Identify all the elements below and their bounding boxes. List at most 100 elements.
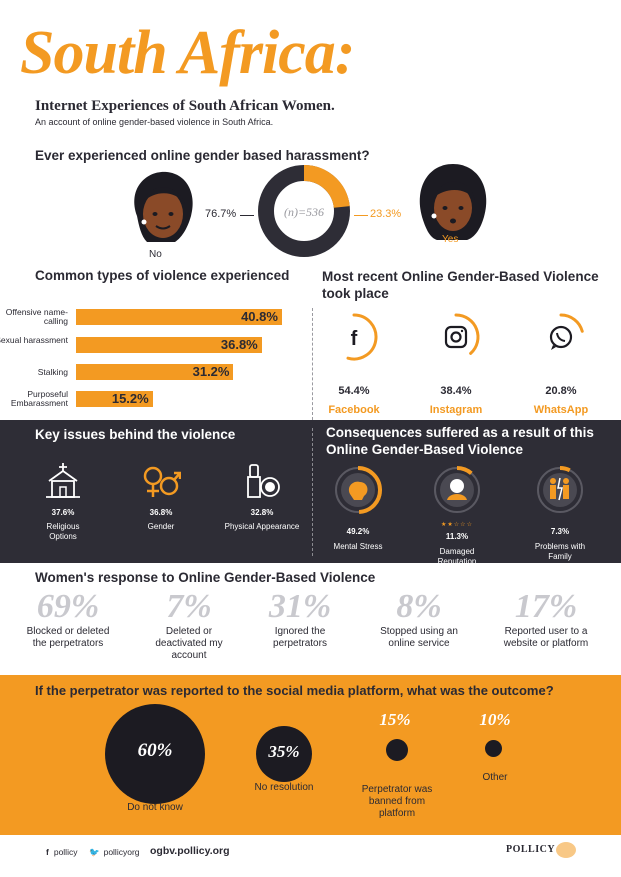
issue-pct: 37.6% bbox=[51, 508, 75, 517]
platform-instagram: 38.4% Instagram bbox=[416, 312, 496, 416]
woman-yes-icon bbox=[419, 164, 487, 240]
response-label: Blocked or deleted the perpetrators bbox=[26, 626, 110, 649]
twitter-icon: 🐦 bbox=[89, 847, 100, 857]
consequence-pct: 11.3% bbox=[445, 532, 469, 541]
consequence-label: Mental Stress bbox=[333, 542, 383, 551]
type-label: Offensive name-calling bbox=[5, 307, 68, 326]
issue-appearance: 32.8% Physical Appearance bbox=[222, 461, 302, 532]
section-divider bbox=[312, 428, 313, 556]
response-pct: 8% bbox=[396, 588, 442, 625]
response-pct: 31% bbox=[268, 588, 332, 625]
issue-label: Gender bbox=[147, 522, 175, 531]
consequence-pct: 7.3% bbox=[550, 527, 570, 536]
consequence-ring bbox=[434, 466, 480, 513]
outcome-heading: If the perpetrator was reported to the s… bbox=[35, 683, 554, 698]
whatsapp-icon bbox=[549, 325, 573, 350]
brain-icon bbox=[348, 481, 368, 500]
logo-accent-icon bbox=[556, 842, 576, 858]
makeup-icon bbox=[247, 464, 280, 498]
pollicy-logo-text: POLLICY bbox=[506, 844, 556, 855]
type-value: 31.2% bbox=[192, 364, 230, 379]
issues-heading: Key issues behind the violence bbox=[35, 427, 236, 442]
dark-band bbox=[0, 420, 621, 563]
issue-label: Physical Appearance bbox=[224, 522, 300, 531]
footer-twitter[interactable]: 🐦 pollicyorg bbox=[89, 847, 140, 858]
yes-leader-line bbox=[354, 215, 368, 216]
page-title: South Africa: bbox=[20, 19, 355, 87]
type-label: Sexual harassment bbox=[0, 335, 68, 345]
type-label: Stalking bbox=[37, 367, 68, 377]
issue-pct: 32.8% bbox=[250, 508, 274, 517]
response-item: 7% Deleted or deactivated my account bbox=[134, 588, 244, 662]
church-icon bbox=[46, 463, 80, 498]
no-pct: 76.7% bbox=[205, 208, 237, 220]
gender-icon bbox=[143, 466, 182, 497]
outcome-bubble bbox=[485, 740, 502, 757]
consequence-family: 7.3% Problems with Family bbox=[520, 462, 600, 562]
responses-heading: Women's response to Online Gender-Based … bbox=[35, 570, 376, 585]
outcome-label: Do not know bbox=[127, 802, 183, 813]
consequence-label: Damaged Reputation bbox=[437, 547, 477, 566]
issue-religion: 37.6% Religious Options bbox=[23, 461, 103, 542]
platform-arc: f bbox=[346, 313, 378, 361]
response-pct: 7% bbox=[166, 588, 212, 625]
types-heading: Common types of violence experienced bbox=[35, 268, 290, 283]
instagram-icon bbox=[444, 325, 468, 349]
platform-pct: 38.4% bbox=[440, 385, 472, 397]
outcome-bubble bbox=[256, 726, 312, 782]
harassment-donut-chart bbox=[258, 165, 350, 257]
platform-name: WhatsApp bbox=[533, 404, 589, 416]
response-label: Reported user to a website or platform bbox=[503, 626, 589, 649]
yes-pct: 23.3% bbox=[370, 208, 402, 220]
type-label: Purposeful Embarassment bbox=[10, 389, 68, 408]
facebook-icon: f bbox=[351, 328, 358, 350]
consequence-ring bbox=[537, 466, 583, 513]
footer-facebook-label: pollicy bbox=[53, 847, 78, 857]
outcome-pct: 35% bbox=[268, 742, 300, 761]
section-divider bbox=[312, 308, 313, 420]
type-value: 36.8% bbox=[220, 337, 258, 352]
no-leader-line bbox=[240, 215, 254, 216]
n-label: (n)=536 bbox=[283, 205, 325, 219]
consequence-label: Problems with Family bbox=[534, 542, 586, 561]
donut-yes-segment bbox=[303, 165, 350, 209]
issue-pct: 36.8% bbox=[149, 508, 173, 517]
footer-twitter-label: pollicyorg bbox=[103, 847, 140, 857]
type-bar: 40.8% bbox=[76, 309, 282, 325]
page-subtitle: Internet Experiences of South African Wo… bbox=[35, 98, 335, 114]
type-bar: 31.2% bbox=[76, 364, 234, 380]
consequence-mental: 49.2% Mental Stress bbox=[318, 462, 398, 551]
response-item: 8% Stopped using an online service bbox=[364, 588, 474, 650]
issue-gender: 36.8% Gender bbox=[121, 461, 201, 532]
platform-pct: 20.8% bbox=[545, 385, 577, 397]
response-pct: 69% bbox=[36, 588, 100, 625]
consequence-reputation: ★★☆☆☆ 11.3% Damaged Reputation bbox=[417, 462, 497, 567]
page-caption: An account of online gender-based violen… bbox=[35, 117, 274, 127]
harassment-question: Ever experienced online gender based har… bbox=[35, 148, 370, 163]
response-label: Stopped using an online service bbox=[380, 626, 458, 649]
outcome-pct: 10% bbox=[479, 710, 511, 729]
platforms-heading: Most recent Online Gender-Based Violence… bbox=[322, 269, 599, 301]
platform-name: Facebook bbox=[328, 404, 380, 416]
type-value: 15.2% bbox=[111, 391, 149, 406]
pollicy-logo: POLLICY bbox=[506, 844, 555, 855]
platform-pct: 54.4% bbox=[338, 385, 370, 397]
outcome-label: No resolution bbox=[254, 782, 314, 793]
facebook-icon: f bbox=[46, 847, 49, 857]
outcome-bubble bbox=[105, 704, 205, 804]
response-label: Deleted or deactivated my account bbox=[155, 626, 223, 661]
response-item: 31% Ignored the perpetrators bbox=[245, 588, 355, 650]
footer-facebook[interactable]: f pollicy bbox=[46, 847, 77, 857]
family-icon bbox=[550, 477, 569, 501]
rating-stars-icon: ★★☆☆☆ bbox=[441, 522, 473, 528]
issue-label: Religious Options bbox=[46, 522, 80, 541]
response-label: Ignored the perpetrators bbox=[273, 626, 327, 649]
outcome-pct: 60% bbox=[137, 740, 173, 761]
platform-whatsapp: 20.8% WhatsApp bbox=[521, 312, 601, 416]
response-item: 69% Blocked or deleted the perpetrators bbox=[13, 588, 123, 650]
response-pct: 17% bbox=[514, 588, 578, 625]
type-bar: 36.8% bbox=[76, 337, 262, 353]
consequence-pct: 49.2% bbox=[346, 527, 370, 536]
footer-url[interactable]: ogbv.pollicy.org bbox=[150, 845, 230, 857]
outcome-label: Other bbox=[482, 772, 508, 783]
